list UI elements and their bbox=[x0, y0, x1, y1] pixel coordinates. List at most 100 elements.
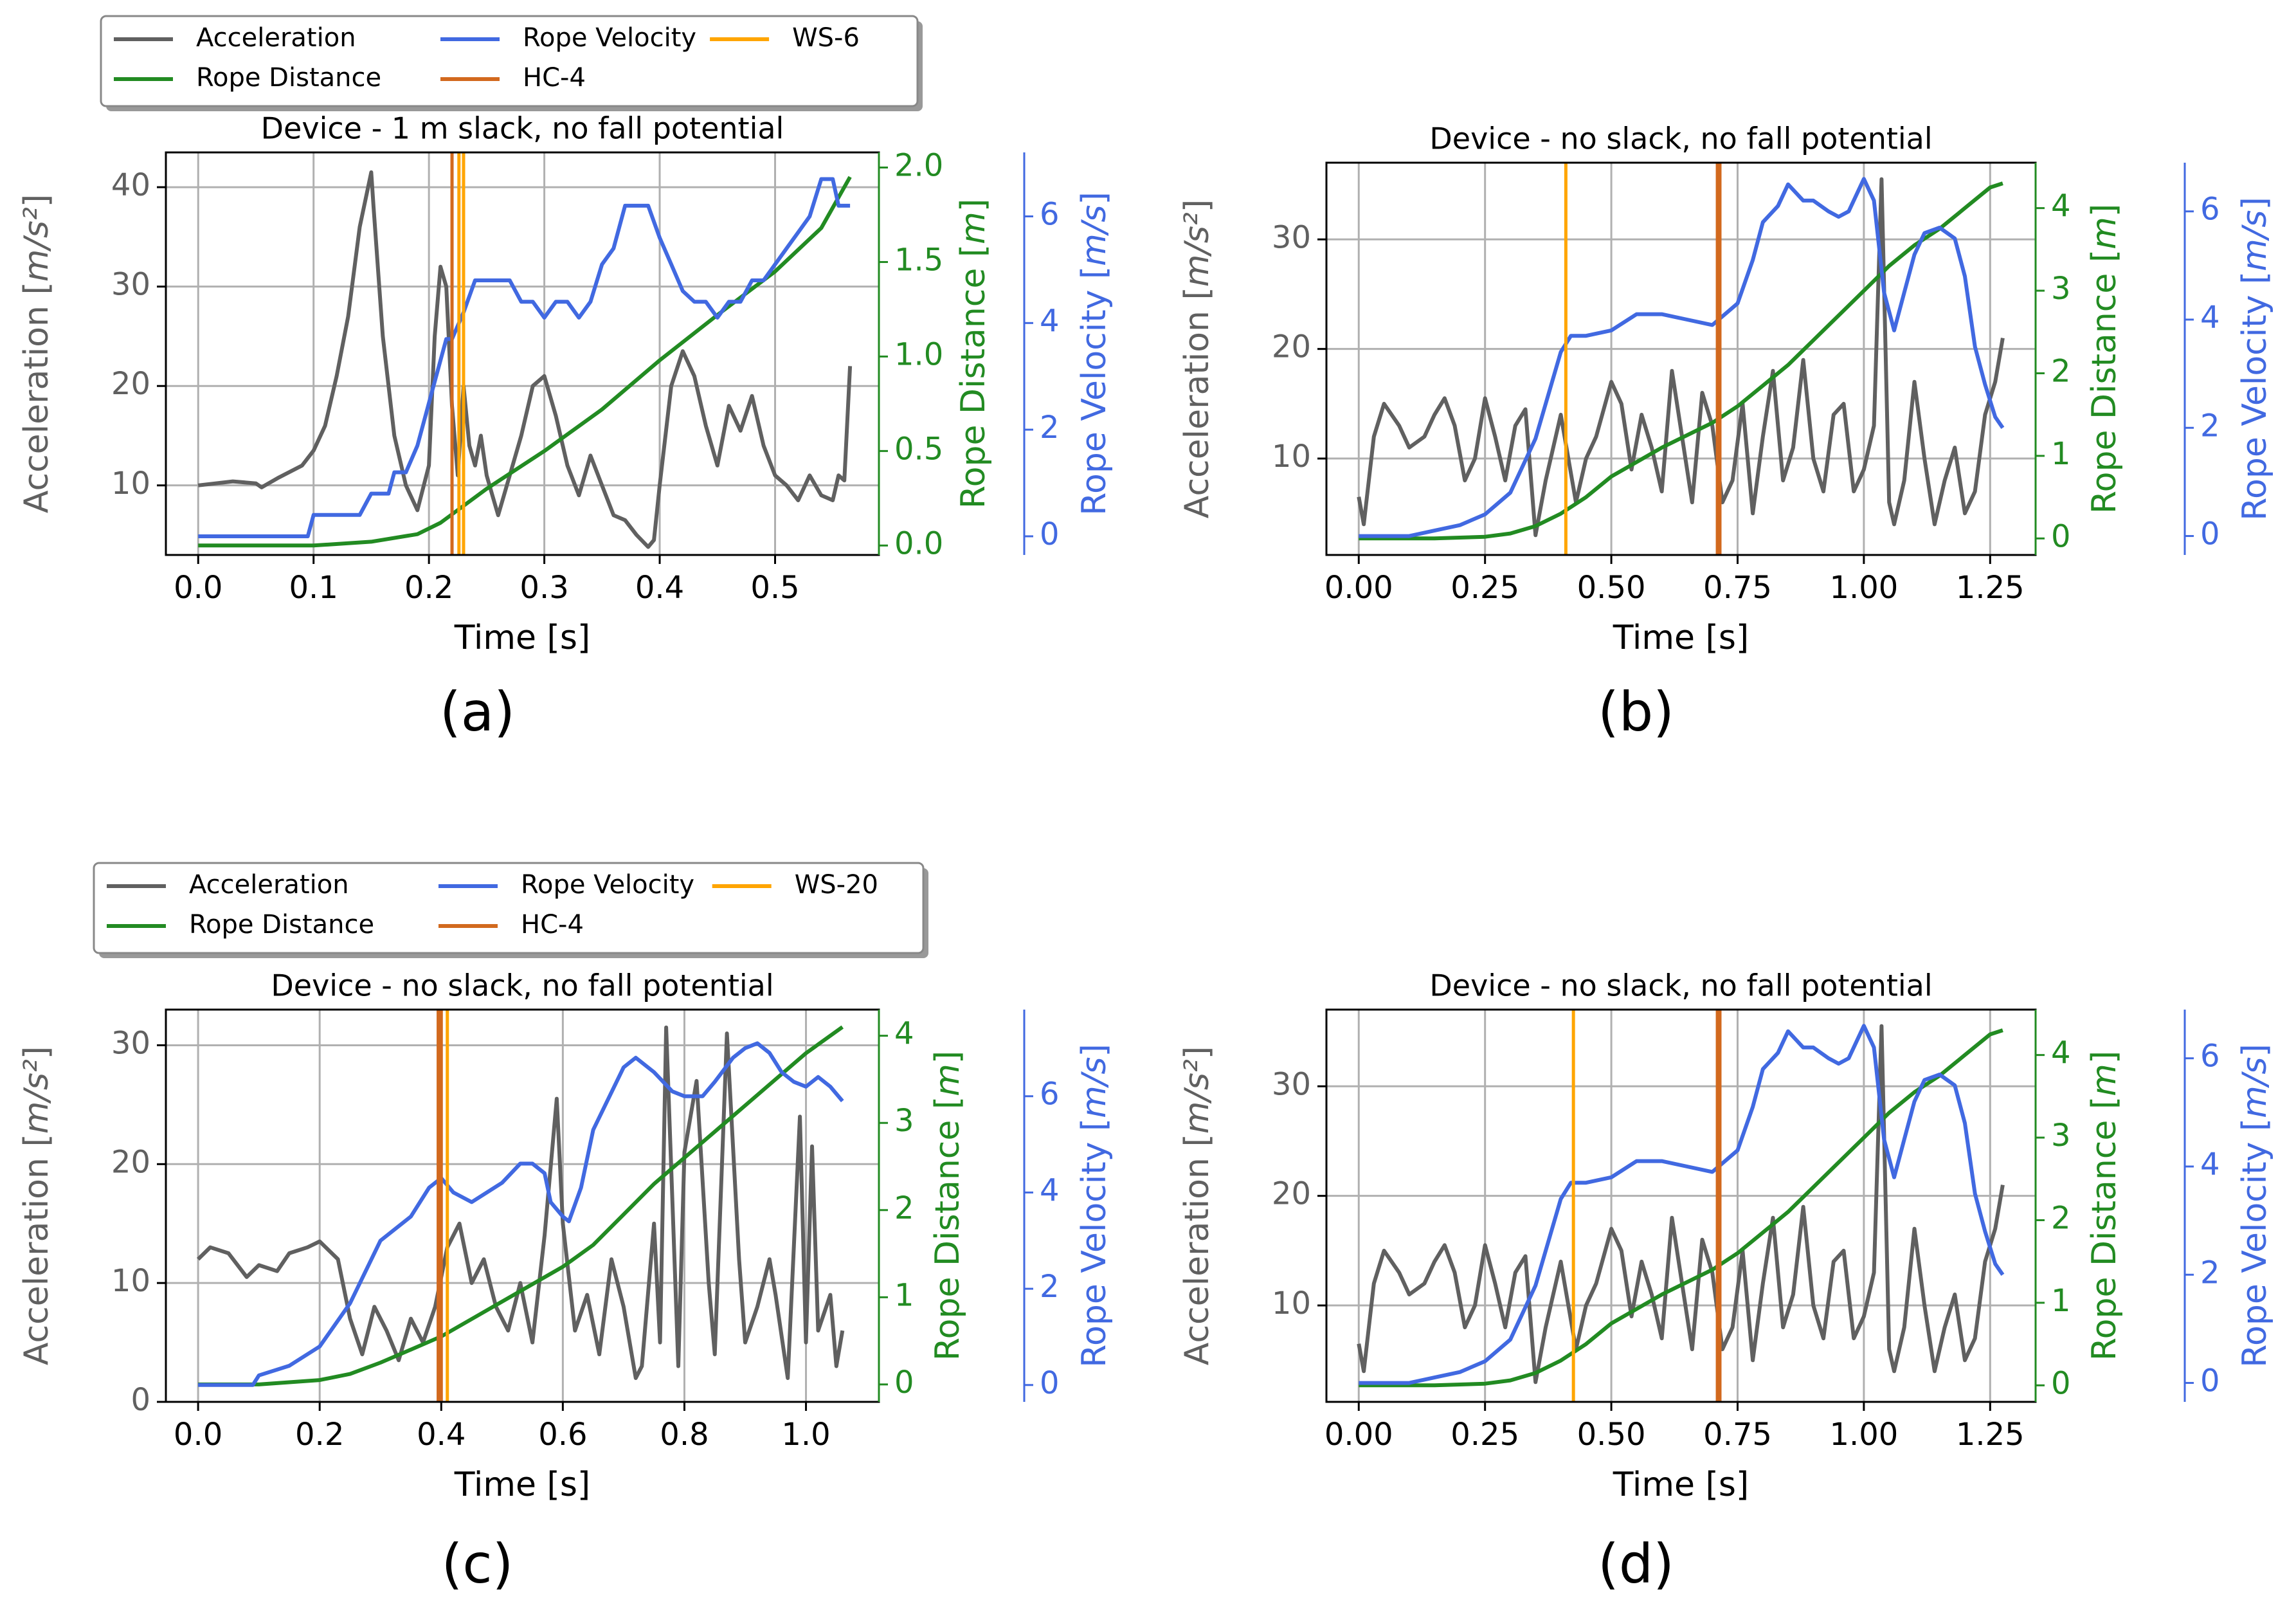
x-tick-label: 0.5 bbox=[750, 570, 799, 606]
y-left-tick-label: 0 bbox=[131, 1382, 150, 1418]
rope-distance-line bbox=[1359, 1028, 2003, 1388]
rope-distance-tick-label: 1 bbox=[2051, 436, 2071, 472]
x-axis-label: Time [s] bbox=[454, 619, 590, 657]
legend-label-hc4: HC-4 bbox=[521, 910, 584, 940]
rope-velocity-tick-label: 6 bbox=[1040, 196, 1060, 232]
rope-velocity-tick-label: 2 bbox=[2200, 408, 2220, 444]
x-tick-label: 1.00 bbox=[1829, 570, 1898, 606]
x-tick-label: 0.00 bbox=[1324, 1417, 1393, 1453]
rope-distance-tick-label: 2.0 bbox=[894, 148, 943, 184]
legend: Acceleration Rope Distance Rope Velocity HC… bbox=[93, 862, 928, 958]
x-tick-label: 0.0 bbox=[174, 1417, 222, 1453]
rope-velocity-tick-label: 0 bbox=[1040, 516, 1060, 552]
rope-velocity-tick-label: 4 bbox=[1040, 1172, 1060, 1208]
rope-distance-tick-label: 0 bbox=[2051, 518, 2071, 554]
y-left-tick-label: 30 bbox=[111, 267, 150, 303]
rope-distance-tick-label: 0 bbox=[894, 1365, 914, 1401]
rope-velocity-line bbox=[198, 177, 851, 538]
x-tick-label: 1.00 bbox=[1829, 1417, 1898, 1453]
x-tick-label: 1.0 bbox=[781, 1417, 830, 1453]
x-tick-label: 0.00 bbox=[1324, 570, 1393, 606]
plot-frame bbox=[165, 1008, 880, 1403]
y-left-tick-label: 20 bbox=[1272, 1176, 1311, 1212]
x-tick-label: 0.2 bbox=[295, 1417, 344, 1453]
x-tick-label: 0.1 bbox=[289, 570, 338, 606]
rope-distance-tick-label: 3 bbox=[2051, 1118, 2071, 1154]
panel-label: (b) bbox=[1598, 680, 1674, 743]
rope-distance-tick-label: 1 bbox=[2051, 1283, 2071, 1319]
rope-velocity-tick-label: 0 bbox=[2200, 1363, 2220, 1399]
rope-velocity-tick-label: 4 bbox=[2200, 1147, 2220, 1183]
rope-distance-tick-label: 4 bbox=[2051, 1035, 2071, 1071]
y-left-tick-label: 10 bbox=[111, 466, 150, 502]
y-left-tick-label: 10 bbox=[1272, 439, 1311, 475]
rope-velocity-tick-label: 2 bbox=[2200, 1255, 2220, 1291]
rope-distance-tick-label: 1.5 bbox=[894, 242, 943, 278]
rope-velocity-tick-label: 6 bbox=[2200, 1039, 2220, 1075]
rope-velocity-tick-label: 0 bbox=[2200, 516, 2220, 552]
rope-distance-tick-label: 3 bbox=[2051, 271, 2071, 307]
panel-label: (d) bbox=[1598, 1532, 1674, 1595]
y-left-axis-label: Acceleration [m/s²] bbox=[1178, 1046, 1216, 1365]
rope-velocity-tick-label: 0 bbox=[1040, 1365, 1060, 1401]
y-left-tick-label: 10 bbox=[111, 1263, 150, 1299]
rope-velocity-tick-label: 6 bbox=[2200, 192, 2220, 228]
rope-velocity-axis-label: Rope Velocity [m/s] bbox=[1075, 1044, 1114, 1368]
rope-distance-tick-label: 0 bbox=[2051, 1365, 2071, 1401]
rope-distance-axis-label: Rope Distance [m] bbox=[2085, 1051, 2124, 1361]
rope-distance-line bbox=[198, 176, 852, 548]
rope-distance-axis-label: Rope Distance [m] bbox=[928, 1051, 967, 1361]
x-tick-label: 0.3 bbox=[520, 570, 568, 606]
rope-distance-axis-label: Rope Distance [m] bbox=[2085, 204, 2124, 514]
chart-title: Device - 1 m slack, no fall potential bbox=[261, 111, 784, 146]
plot-frame bbox=[165, 151, 880, 556]
rope-distance-tick-label: 4 bbox=[894, 1016, 914, 1052]
legend-label-rope_distance: Rope Distance bbox=[196, 63, 381, 93]
rope-distance-line bbox=[198, 1025, 844, 1386]
x-tick-label: 1.25 bbox=[1956, 570, 2025, 606]
rope-velocity-tick-label: 2 bbox=[1040, 410, 1060, 446]
legend-label-rope_distance: Rope Distance bbox=[189, 910, 374, 940]
x-tick-label: 0.50 bbox=[1577, 570, 1646, 606]
acceleration-line bbox=[1357, 1024, 2005, 1384]
acceleration-line bbox=[1357, 177, 2005, 538]
y-left-tick-label: 40 bbox=[111, 167, 150, 203]
rope-velocity-line bbox=[198, 1041, 844, 1387]
x-tick-label: 0.6 bbox=[538, 1417, 587, 1453]
rope-distance-line bbox=[1359, 181, 2003, 541]
legend-label-hc4: HC-4 bbox=[523, 63, 586, 93]
y-left-tick-label: 10 bbox=[1272, 1285, 1311, 1321]
legend-label-ws: WS-20 bbox=[795, 870, 878, 900]
x-tick-label: 0.50 bbox=[1577, 1417, 1646, 1453]
acceleration-line bbox=[197, 1025, 845, 1380]
x-tick-label: 0.4 bbox=[635, 570, 684, 606]
y-left-tick-label: 30 bbox=[111, 1025, 150, 1061]
rope-distance-tick-label: 2 bbox=[2051, 353, 2071, 389]
legend-label-ws: WS-6 bbox=[792, 23, 860, 53]
acceleration-line bbox=[197, 170, 853, 549]
x-tick-label: 0.75 bbox=[1703, 570, 1772, 606]
x-tick-label: 0.25 bbox=[1451, 570, 1519, 606]
legend-label-rope_velocity: Rope Velocity bbox=[521, 870, 694, 900]
rope-distance-axis-label: Rope Distance [m] bbox=[954, 199, 993, 509]
rope-velocity-tick-label: 4 bbox=[2200, 300, 2220, 336]
rope-distance-tick-label: 1 bbox=[894, 1277, 914, 1313]
x-tick-label: 0.8 bbox=[660, 1417, 709, 1453]
x-tick-label: 0.4 bbox=[417, 1417, 466, 1453]
legend: Acceleration Rope Distance Rope Velocity HC… bbox=[100, 15, 923, 111]
rope-velocity-tick-label: 2 bbox=[1040, 1269, 1060, 1305]
rope-velocity-axis-label: Rope Velocity [m/s] bbox=[1075, 192, 1114, 516]
x-tick-label: 0.0 bbox=[174, 570, 222, 606]
x-tick-label: 1.25 bbox=[1956, 1417, 2025, 1453]
chart-title: Device - no slack, no fall potential bbox=[1429, 968, 1932, 1003]
y-left-tick-label: 30 bbox=[1272, 1066, 1311, 1102]
rope-distance-tick-label: 4 bbox=[2051, 188, 2071, 224]
legend-label-acceleration: Acceleration bbox=[196, 23, 356, 53]
y-left-tick-label: 20 bbox=[111, 366, 150, 402]
y-left-axis-label: Acceleration [m/s²] bbox=[17, 1046, 56, 1365]
panel-label: (a) bbox=[440, 680, 515, 743]
y-left-axis-label: Acceleration [m/s²] bbox=[17, 194, 56, 513]
